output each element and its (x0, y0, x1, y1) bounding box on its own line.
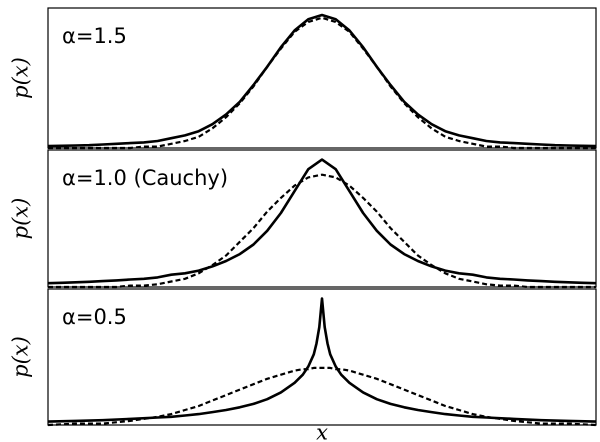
y-axis-label: p(x) (9, 57, 33, 99)
y-axis-label: p(x) (9, 198, 33, 240)
solid-line (47, 297, 597, 423)
panel-title: α=0.5 (62, 305, 127, 329)
y-axis-label: p(x) (9, 336, 33, 378)
panel-frame (47, 288, 597, 426)
dashed-line (48, 16, 596, 150)
x-axis-label: x (316, 421, 328, 442)
panel-title: α=1.0 (Cauchy) (62, 166, 228, 190)
panel-frame (47, 7, 597, 149)
panel-title: α=1.5 (62, 24, 127, 48)
solid-line (47, 13, 597, 148)
dashed-line (47, 366, 597, 427)
solid-line (47, 158, 597, 285)
panel-frame (47, 149, 597, 288)
dashed-line (48, 173, 596, 289)
